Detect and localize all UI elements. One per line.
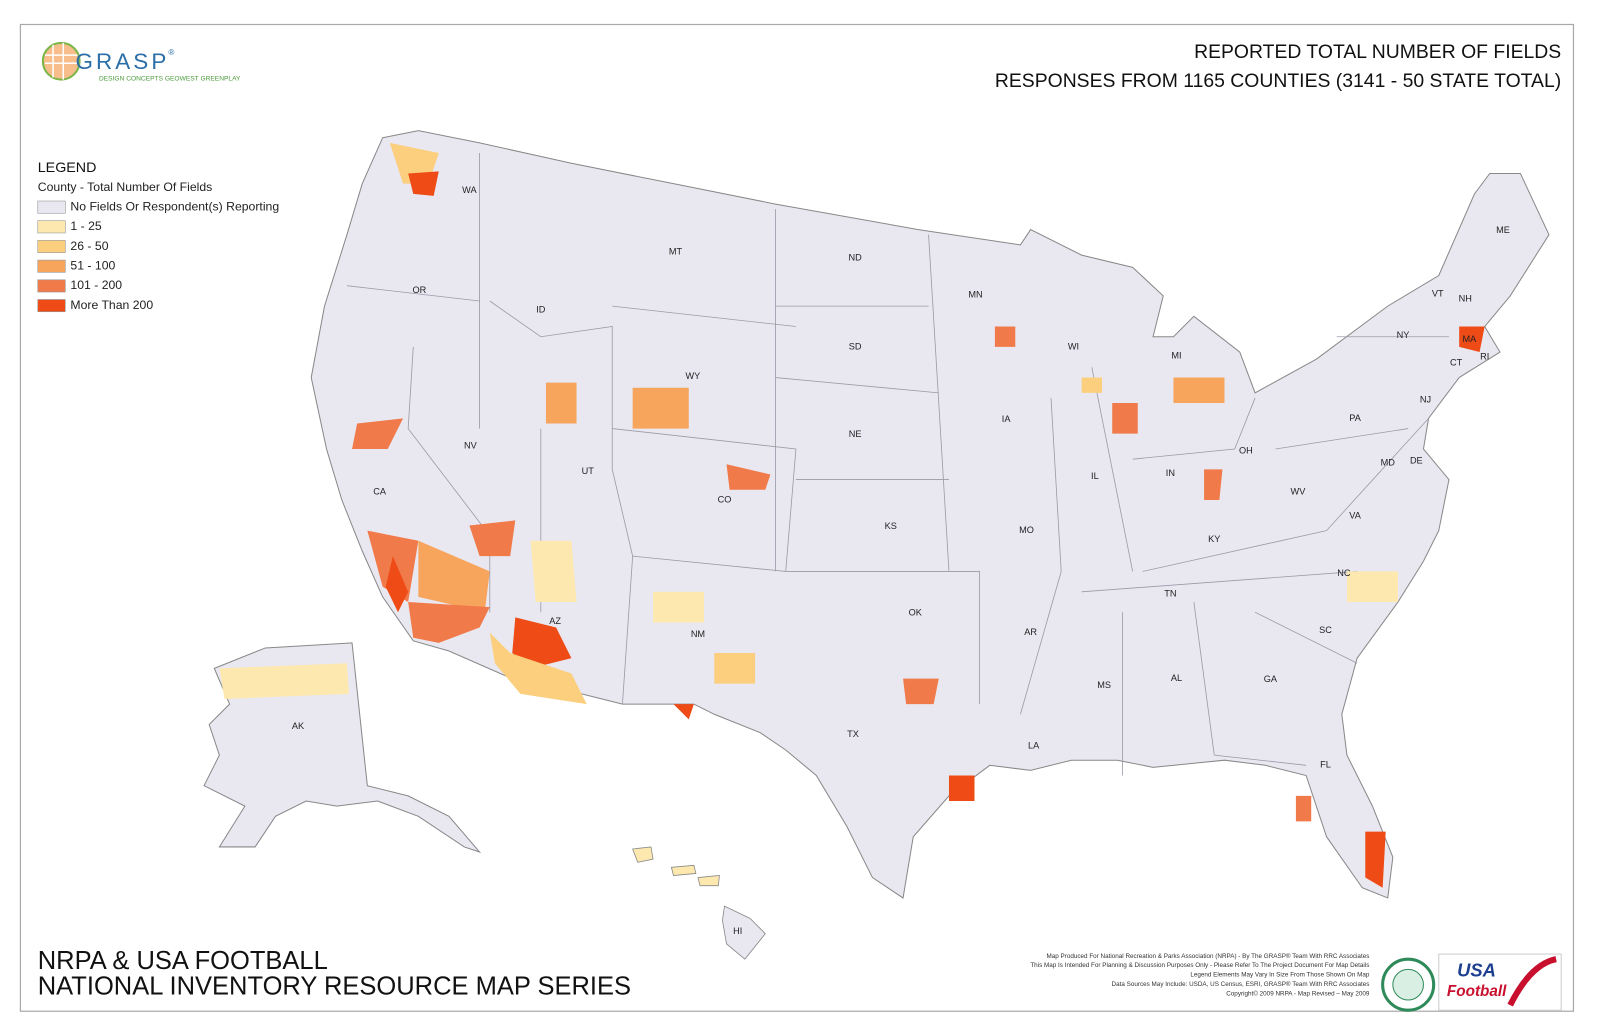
state-label: WI (1068, 341, 1079, 351)
credit-line: Data Sources May Include: USDA, US Censu… (1112, 980, 1370, 988)
legend-swatch (37, 279, 66, 293)
state-label: ID (536, 305, 546, 315)
state-label: NM (691, 629, 705, 639)
state-label: MD (1381, 458, 1396, 468)
state-label: OR (413, 285, 427, 295)
legend-label: No Fields Or Respondent(s) Reporting (70, 199, 279, 213)
grasp-logo: GRASP ® DESIGN CONCEPTS GEOWEST GREENPLA… (41, 41, 241, 82)
footer-title: NATIONAL INVENTORY RESOURCE MAP SERIES (38, 972, 631, 1000)
county-shading (352, 142, 1485, 888)
state-label: AL (1171, 673, 1182, 683)
state-label: TX (847, 729, 859, 739)
state-label: AK (292, 721, 305, 731)
state-label: ND (848, 253, 862, 263)
state-label: IN (1166, 468, 1175, 478)
legend-label: More Than 200 (70, 298, 153, 312)
state-label: VT (1432, 288, 1444, 298)
state-label: WA (462, 185, 477, 195)
credit-line: This Map Is Intended For Planning & Disc… (1030, 962, 1369, 969)
legend-subtitle: County - Total Number Of Fields (38, 180, 213, 194)
usa-football-logo: USA Football (1438, 953, 1562, 1011)
state-label: PA (1349, 413, 1361, 423)
state-label: NE (849, 429, 862, 439)
state-label: MO (1019, 525, 1034, 535)
legend-swatch (37, 240, 66, 253)
state-label: OK (909, 608, 923, 618)
hawaii-islands (632, 846, 766, 960)
state-label: WY (685, 371, 700, 381)
conus-outline (310, 130, 1550, 899)
state-label: RI (1480, 352, 1489, 362)
state-label: ME (1496, 225, 1510, 235)
state-label: NJ (1420, 394, 1431, 404)
state-label: NY (1397, 330, 1410, 340)
title-line: RESPONSES FROM 1165 COUNTIES (3141 - 50 … (995, 70, 1561, 92)
state-label: AZ (549, 616, 561, 626)
state-label: SC (1319, 625, 1332, 635)
legend-swatch (37, 299, 66, 313)
map-frame: WA OR CA NV ID MT WY UT CO AZ NM ND SD NE KS OK TX MN IA MO… (19, 23, 1575, 1012)
state-label: HI (733, 926, 742, 936)
state-label: CO (718, 494, 732, 504)
credits: Map Produced For National Recreation & P… (1030, 952, 1370, 998)
state-label: KS (885, 521, 897, 531)
legend-swatch (37, 259, 66, 273)
state-label: MS (1097, 680, 1111, 690)
state-label: NV (464, 440, 478, 450)
state-label: KY (1208, 534, 1220, 544)
state-label: SD (849, 341, 862, 351)
state-label: GA (1264, 674, 1278, 684)
state-label: IL (1091, 471, 1099, 481)
logo-tagline: DESIGN CONCEPTS GEOWEST GREENPLAY (99, 75, 241, 82)
alaska-shading (219, 663, 349, 699)
legend-label: 1 - 25 (70, 219, 101, 233)
logo-name: GRASP (76, 49, 170, 74)
state-label: FL (1320, 760, 1331, 770)
state-label: MN (968, 289, 982, 299)
legend-title: LEGEND (38, 160, 97, 176)
legend-swatch (37, 200, 66, 214)
state-label: DE (1410, 456, 1423, 466)
state-label: VA (1349, 511, 1361, 521)
title-line: REPORTED TOTAL NUMBER OF FIELDS (1194, 41, 1561, 63)
state-label: NC (1337, 568, 1351, 578)
state-label: WV (1291, 486, 1307, 496)
footer-title: NRPA & USA FOOTBALL (38, 947, 328, 975)
state-label: AR (1024, 627, 1037, 637)
logo-text: Football (1447, 983, 1507, 1000)
legend-label: 101 - 200 (70, 278, 122, 292)
logo-text: USA (1457, 959, 1496, 980)
legend-label: 51 - 100 (70, 258, 115, 272)
state-borders (346, 153, 1449, 776)
credit-line: Legend Elements May Vary In Size From Th… (1190, 972, 1370, 979)
state-label: MI (1171, 351, 1181, 361)
state-label: LA (1028, 740, 1040, 750)
state-label: NH (1459, 293, 1472, 303)
legend-label: 26 - 50 (70, 239, 108, 253)
state-label: CT (1450, 358, 1463, 368)
state-label: CA (373, 486, 387, 496)
legend-swatch (37, 220, 66, 234)
credit-line: Copyright© 2009 NRPA - Map Revised – May… (1226, 989, 1370, 997)
state-label: OH (1239, 445, 1253, 455)
state-label: IA (1002, 414, 1012, 424)
state-label: TN (1164, 588, 1176, 598)
state-label: MT (669, 246, 683, 256)
logo-mark: ® (168, 48, 174, 57)
legend: LEGEND County - Total Number Of Fields N… (37, 160, 279, 313)
credit-line: Map Produced For National Recreation & P… (1047, 952, 1370, 960)
state-labels: WA OR CA NV ID MT WY UT CO AZ NM ND SD NE KS OK TX MN IA MO… (292, 185, 1510, 936)
nrpa-seal (1381, 957, 1436, 1012)
state-label: MA (1462, 334, 1477, 344)
state-label: UT (582, 466, 595, 476)
